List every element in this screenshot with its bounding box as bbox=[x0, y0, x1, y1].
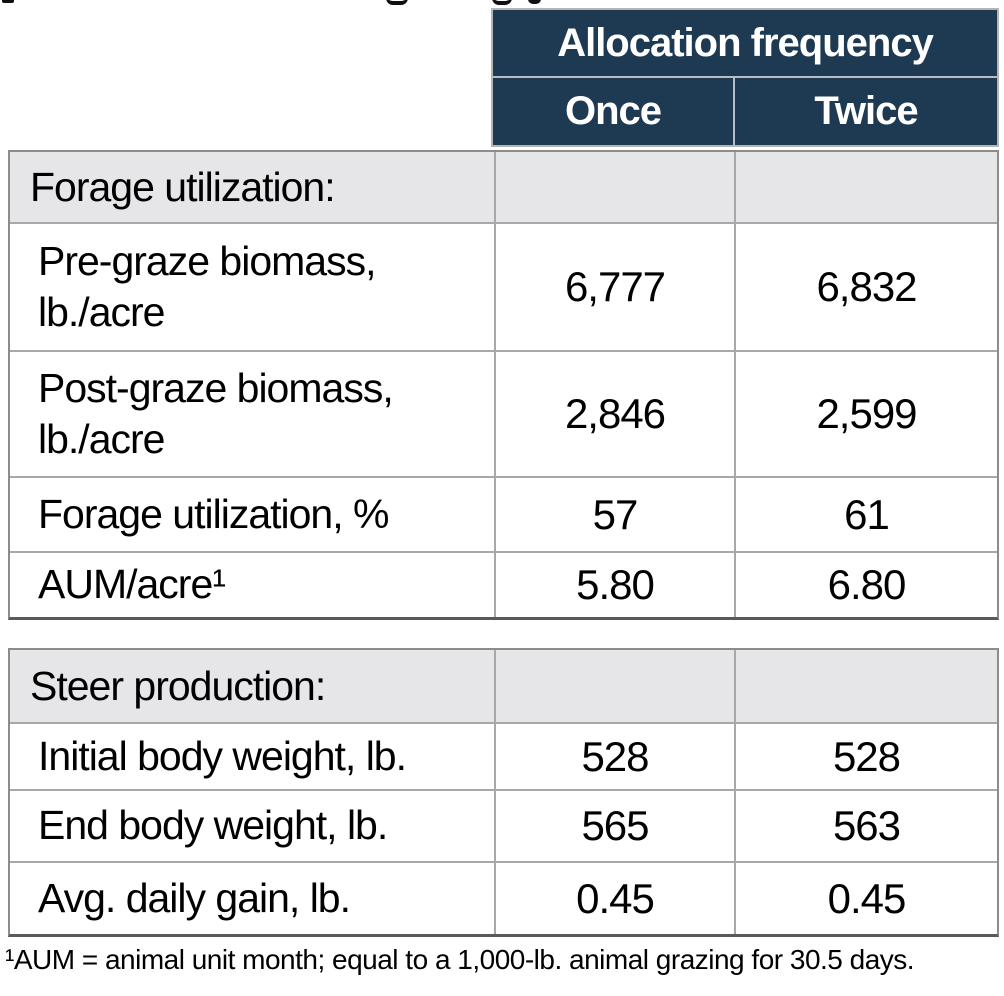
section-header-steer-production: Steer production: bbox=[10, 650, 494, 722]
value-post-graze-twice: 2,599 bbox=[734, 350, 997, 476]
column-header-group: Allocation frequency Once Twice bbox=[491, 8, 999, 147]
section-cell-empty bbox=[734, 650, 997, 722]
value-post-graze-once: 2,846 bbox=[494, 350, 734, 476]
row-label-avg-daily-gain: Avg. daily gain, lb. bbox=[10, 861, 494, 934]
cropped-text-fragment bbox=[492, 0, 512, 5]
header-group-label: Allocation frequency bbox=[493, 10, 997, 78]
row-label-end-body-weight: End body weight, lb. bbox=[10, 789, 494, 861]
value-aum-once: 5.80 bbox=[494, 551, 734, 617]
row-label-aum-per-acre: AUM/acre¹ bbox=[10, 551, 494, 617]
forage-utilization-table: Forage utilization: Pre-graze biomass, l… bbox=[8, 150, 999, 620]
cropped-text-fragment bbox=[528, 0, 541, 4]
section-cell-empty bbox=[734, 152, 997, 222]
value-pre-graze-twice: 6,832 bbox=[734, 222, 997, 350]
value-initial-weight-once: 528 bbox=[494, 722, 734, 789]
header-columns: Once Twice bbox=[493, 78, 997, 145]
value-aum-twice: 6.80 bbox=[734, 551, 997, 617]
row-label-pre-graze-biomass: Pre-graze biomass, lb./acre bbox=[10, 222, 494, 350]
cropped-text-fragment bbox=[2, 0, 14, 3]
value-utilization-twice: 61 bbox=[734, 476, 997, 551]
steer-production-table: Steer production: Initial body weight, l… bbox=[8, 648, 999, 937]
section-cell-empty bbox=[494, 650, 734, 722]
column-header-once: Once bbox=[564, 89, 662, 133]
value-end-weight-once: 565 bbox=[494, 789, 734, 861]
value-adg-twice: 0.45 bbox=[734, 861, 997, 934]
section-header-forage-utilization: Forage utilization: bbox=[10, 152, 494, 222]
column-header-twice: Twice bbox=[733, 78, 997, 145]
value-pre-graze-once: 6,777 bbox=[494, 222, 734, 350]
cropped-text-fragment bbox=[386, 0, 408, 5]
value-end-weight-twice: 563 bbox=[734, 789, 997, 861]
section-cell-empty bbox=[494, 152, 734, 222]
value-initial-weight-twice: 528 bbox=[734, 722, 997, 789]
table-footnote: ¹AUM = animal unit month; equal to a 1,0… bbox=[5, 944, 915, 975]
row-label-post-graze-biomass: Post-graze biomass, lb./acre bbox=[10, 350, 494, 476]
value-utilization-once: 57 bbox=[494, 476, 734, 551]
row-label-forage-utilization-pct: Forage utilization, % bbox=[10, 476, 494, 551]
value-adg-once: 0.45 bbox=[494, 861, 734, 934]
row-label-initial-body-weight: Initial body weight, lb. bbox=[10, 722, 494, 789]
